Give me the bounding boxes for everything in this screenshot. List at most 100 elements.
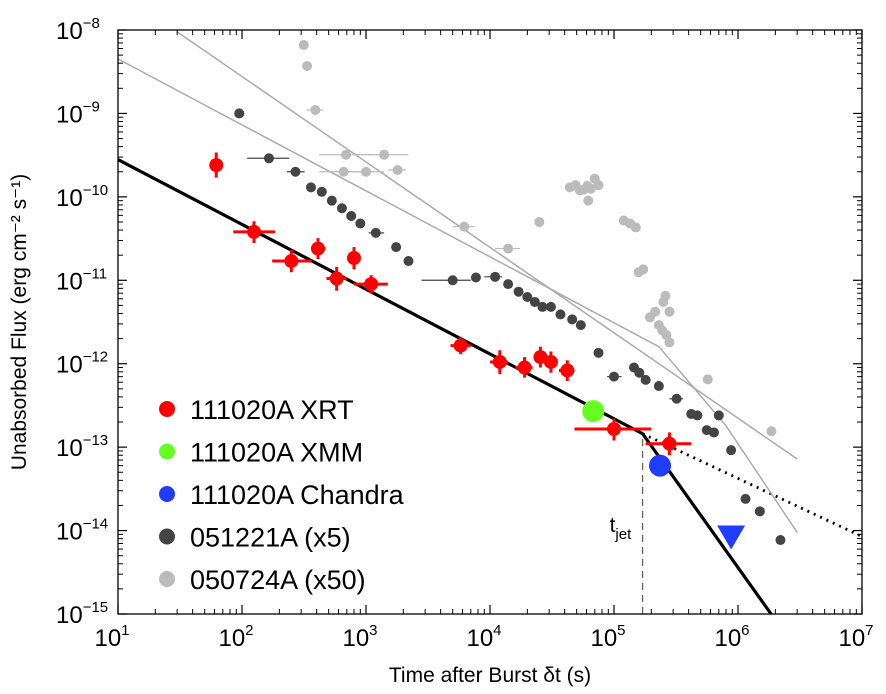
point-marker: [726, 445, 737, 456]
point-marker: [513, 286, 524, 297]
data-point: [286, 166, 305, 177]
data-point: [247, 153, 290, 164]
y-axis-title: Unabsorbed Flux (erg cm⁻² s⁻¹): [8, 174, 31, 470]
data-point: [582, 400, 605, 423]
data-point: [529, 296, 540, 307]
legend-item: 051221A (x5): [159, 523, 351, 553]
model-line-thin: [176, 31, 798, 460]
data-point: [391, 242, 402, 253]
data-point: [645, 432, 692, 456]
x-axis-title: Time after Burst δt (s): [389, 664, 591, 687]
point-marker: [671, 393, 682, 404]
model-line-dotted: [642, 432, 862, 538]
data-point: [567, 314, 578, 325]
point-marker: [326, 195, 337, 206]
data-point: [305, 182, 316, 193]
data-point: [708, 427, 719, 438]
upper-limit-triangle: [717, 525, 746, 550]
data-point: [664, 306, 675, 317]
data-point: [537, 301, 548, 312]
data-point: [368, 149, 409, 160]
point-marker: [583, 195, 594, 206]
point-marker: [517, 360, 532, 375]
data-point: [640, 374, 651, 385]
data-point: [272, 250, 311, 273]
point-marker: [310, 104, 321, 115]
data-point: [740, 493, 751, 504]
point-marker: [298, 40, 309, 51]
point-marker: [346, 210, 357, 221]
data-point: [484, 271, 503, 282]
data-point: [660, 290, 671, 301]
x-tick-label: 102: [218, 622, 253, 652]
legend: 111020A XRT 111020A XMM 111020A Chandra 051…: [159, 395, 405, 595]
series-111020a-xrt: [209, 152, 692, 456]
point-marker: [740, 493, 751, 504]
point-marker: [346, 250, 361, 265]
series-111020a-xmm: [582, 400, 605, 423]
point-marker: [284, 254, 299, 269]
point-marker: [503, 243, 514, 254]
point-marker: [453, 338, 468, 353]
data-point: [302, 61, 313, 72]
x-axis: 101 102 103 104 105 106 107: [94, 30, 874, 652]
series-111020a-chandra: [649, 454, 672, 477]
point-marker: [664, 337, 675, 348]
data-point: [515, 357, 533, 378]
data-point: [421, 275, 471, 286]
point-marker: [522, 292, 533, 303]
data-point: [326, 195, 337, 206]
data-point: [403, 256, 414, 267]
point-marker: [575, 320, 586, 331]
data-point: [574, 418, 652, 441]
point-marker: [490, 271, 501, 282]
y-tick-label: 10−14: [56, 516, 108, 546]
data-point: [649, 454, 672, 477]
y-axis: 10−15 10−14 10−13 10−12 10−11 10−10 10−9 10−8: [56, 15, 862, 629]
data-point: [650, 306, 661, 317]
point-marker: [209, 158, 224, 173]
data-point: [336, 203, 347, 214]
legend-marker: [159, 401, 175, 417]
point-marker: [567, 314, 578, 325]
data-point: [775, 535, 786, 546]
data-point: [326, 266, 347, 291]
series-050724a: [298, 40, 777, 437]
data-point: [353, 275, 388, 294]
point-marker: [634, 367, 645, 378]
point-marker: [370, 227, 381, 238]
point-marker: [316, 186, 327, 197]
point-marker: [649, 454, 672, 477]
point-marker: [459, 221, 470, 232]
legend-marker: [159, 443, 175, 460]
x-tick-label: 103: [342, 622, 377, 652]
legend-marker: [159, 571, 175, 587]
data-point: [669, 393, 683, 404]
legend-item: 050724A (x50): [159, 565, 366, 595]
point-marker: [650, 306, 661, 317]
point-marker: [492, 354, 507, 369]
data-point: [298, 40, 309, 51]
data-point: [450, 336, 471, 355]
data-point: [593, 347, 604, 358]
y-tick-label: 10−13: [56, 432, 108, 462]
data-point: [593, 180, 604, 191]
point-marker: [537, 301, 548, 312]
data-point: [319, 149, 372, 160]
point-marker: [355, 218, 366, 229]
point-marker: [470, 272, 481, 283]
legend-label: 111020A Chandra: [190, 480, 405, 510]
data-point: [513, 286, 524, 297]
point-marker: [593, 180, 604, 191]
x-tick-label: 105: [590, 622, 625, 652]
legend-item: 111020A Chandra: [159, 480, 405, 510]
point-marker: [543, 354, 558, 369]
y-tick-label: 10−12: [56, 349, 108, 379]
point-marker: [640, 374, 651, 385]
series-051221a: [234, 108, 786, 546]
point-marker: [582, 400, 605, 423]
point-marker: [660, 290, 671, 301]
point-marker: [379, 149, 390, 160]
y-tick-label: 10−11: [56, 265, 107, 295]
data-point: [346, 210, 357, 221]
